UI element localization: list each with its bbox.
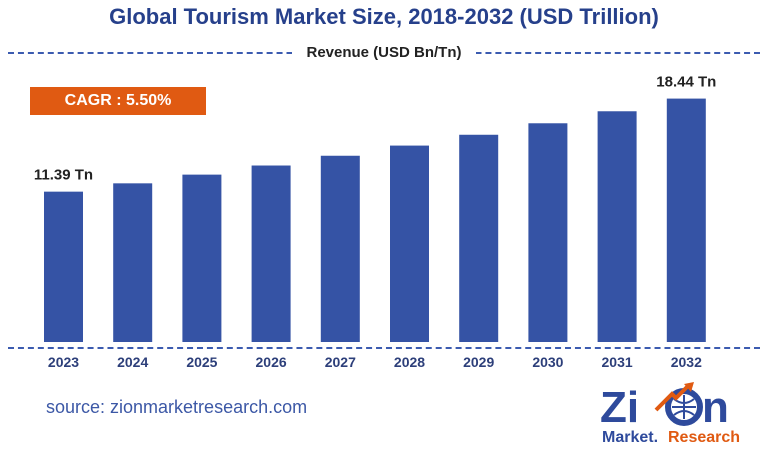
x-tick-label-2023: 2023 <box>48 354 79 370</box>
bar-2030 <box>528 123 568 342</box>
data-label-2023: 11.39 Tn <box>34 167 93 184</box>
bar-2029 <box>459 134 499 342</box>
zion-logo-mark: Zi n Market. Research <box>600 382 740 446</box>
x-tick-label-2025: 2025 <box>186 354 217 370</box>
chart-title: Global Tourism Market Size, 2018-2032 (U… <box>109 4 659 29</box>
x-tick-label-2024: 2024 <box>117 354 148 370</box>
data-label-2032: 18.44 Tn <box>656 74 716 91</box>
x-tick-label-2028: 2028 <box>394 354 425 370</box>
svg-text:Zi: Zi <box>600 383 639 432</box>
svg-text:Market.: Market. <box>602 429 658 446</box>
bar-2032 <box>666 98 706 342</box>
x-tick-label-2030: 2030 <box>532 354 563 370</box>
bar-2024 <box>113 183 153 342</box>
bar-2028 <box>390 145 429 342</box>
svg-text:Research: Research <box>668 429 740 446</box>
x-tick-label-2026: 2026 <box>256 354 287 370</box>
svg-text:n: n <box>702 383 729 432</box>
x-tick-label-2027: 2027 <box>325 354 356 370</box>
x-tick-label-2031: 2031 <box>602 354 633 370</box>
bar-2025 <box>182 174 222 342</box>
series-label: Revenue (USD Bn/Tn) <box>0 44 768 61</box>
series-label-text: Revenue (USD Bn/Tn) <box>292 44 476 61</box>
x-tick-label-2029: 2029 <box>463 354 494 370</box>
bar-2026 <box>251 165 291 342</box>
axis-dashed-line <box>8 347 760 349</box>
cagr-badge: CAGR : 5.50% <box>30 87 206 115</box>
x-tick-label-2032: 2032 <box>671 354 702 370</box>
source-text: source: zionmarketresearch.com <box>46 397 308 417</box>
bar-2031 <box>597 111 637 342</box>
bar-2027 <box>320 155 360 342</box>
bar-2023 <box>44 191 83 342</box>
zion-logo: Zi n Market. Research <box>598 380 748 446</box>
